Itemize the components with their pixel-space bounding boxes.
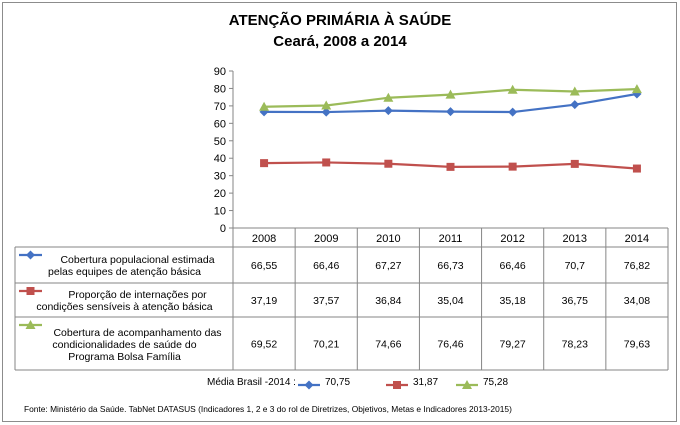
- data-label: 37,19: [251, 295, 277, 307]
- data-label: 37,57: [313, 295, 339, 307]
- legend-entry-line: pelas equipes de atenção básica: [48, 266, 201, 278]
- data-point: [632, 164, 641, 173]
- data-point: [446, 162, 455, 171]
- chart-subtitle: Ceará, 2008 a 2014: [273, 33, 407, 50]
- data-point: [259, 101, 270, 111]
- data-label: 66,46: [500, 260, 526, 272]
- legend-entry-line: Cobertura de acompanhamento das: [53, 326, 222, 339]
- legend-key-marker: [26, 287, 35, 295]
- y-tick-label: 60: [214, 118, 226, 130]
- data-point: [260, 159, 269, 168]
- x-tick-label: 2012: [500, 233, 524, 245]
- summary-key-marker: [462, 380, 472, 389]
- data-label: 70,7: [565, 260, 586, 272]
- legend-key-marker: [26, 250, 35, 260]
- legend-entry-line: Cobertura populacional estimada: [60, 254, 215, 266]
- data-label: 76,82: [624, 260, 650, 272]
- y-tick-label: 30: [214, 171, 226, 183]
- data-point: [569, 86, 580, 96]
- data-label: 66,55: [251, 260, 277, 272]
- data-point: [570, 100, 580, 110]
- summary-key-marker: [393, 381, 401, 389]
- data-label: 69,52: [251, 339, 277, 351]
- legend-key-marker: [25, 320, 36, 329]
- data-label: 79,27: [500, 339, 526, 351]
- legend-entry: Proporção de internações por condições se…: [18, 289, 231, 313]
- data-point: [570, 159, 579, 168]
- y-tick-label: 20: [214, 188, 226, 200]
- data-label: 34,08: [624, 295, 650, 307]
- legend-entry: Cobertura populacional estimada pelas equ…: [18, 254, 231, 278]
- x-tick-label: 2010: [376, 233, 400, 245]
- legend-entry-line: Proporção de internações por: [68, 289, 207, 301]
- data-label: 66,46: [313, 260, 339, 272]
- y-tick-label: 90: [214, 66, 226, 78]
- summary-value: 70,75: [325, 377, 351, 388]
- summary-value: 31,87: [413, 377, 439, 388]
- summary-key-marker: [304, 380, 314, 390]
- data-label: 67,27: [375, 260, 401, 272]
- data-label: 36,75: [562, 295, 588, 307]
- y-tick-label: 70: [214, 101, 226, 113]
- data-point: [508, 162, 517, 171]
- data-label: 35,04: [437, 295, 463, 307]
- legend-entry-line: condicionalidades de saúde do: [52, 338, 197, 351]
- x-tick-label: 2014: [625, 233, 649, 245]
- data-point: [631, 84, 642, 94]
- x-tick-label: 2009: [314, 233, 338, 245]
- data-label: 76,46: [437, 339, 463, 351]
- data-point: [322, 158, 331, 167]
- y-tick-label: 40: [214, 153, 226, 165]
- data-point: [507, 84, 518, 94]
- data-label: 74,66: [375, 339, 401, 351]
- data-point: [384, 159, 393, 168]
- data-label: 70,21: [313, 339, 339, 351]
- y-tick-label: 50: [214, 136, 226, 148]
- data-label: 79,63: [624, 339, 650, 351]
- data-label: 35,18: [500, 295, 526, 307]
- y-tick-label: 10: [214, 206, 226, 218]
- data-point: [508, 107, 518, 117]
- y-tick-label: 80: [214, 83, 226, 95]
- summary-label: Média Brasil -2014 :: [207, 377, 296, 388]
- x-tick-label: 2013: [563, 233, 587, 245]
- data-label: 66,73: [437, 260, 463, 272]
- summary-value: 75,28: [483, 377, 509, 388]
- data-point: [383, 106, 393, 116]
- data-point: [383, 92, 394, 102]
- data-point: [445, 89, 456, 99]
- data-label: 78,23: [562, 339, 588, 351]
- legend-entry-line: condições sensíveis à atenção básica: [36, 301, 213, 313]
- chart-title: ATENÇÃO PRIMÁRIA À SAÚDE: [228, 12, 452, 29]
- data-label: 36,84: [375, 295, 401, 307]
- data-point: [321, 100, 332, 110]
- x-tick-label: 2011: [439, 233, 463, 245]
- source-note: Fonte: Ministério da Saúde. TabNet DATAS…: [24, 404, 512, 414]
- x-tick-label: 2008: [252, 233, 276, 245]
- legend-entry: Cobertura de acompanhamento das condicion…: [18, 327, 231, 363]
- legend-entry-line: Programa Bolsa Família: [68, 350, 181, 363]
- data-point: [446, 107, 455, 117]
- y-tick-label: 0: [220, 223, 226, 235]
- data-point: [321, 107, 331, 117]
